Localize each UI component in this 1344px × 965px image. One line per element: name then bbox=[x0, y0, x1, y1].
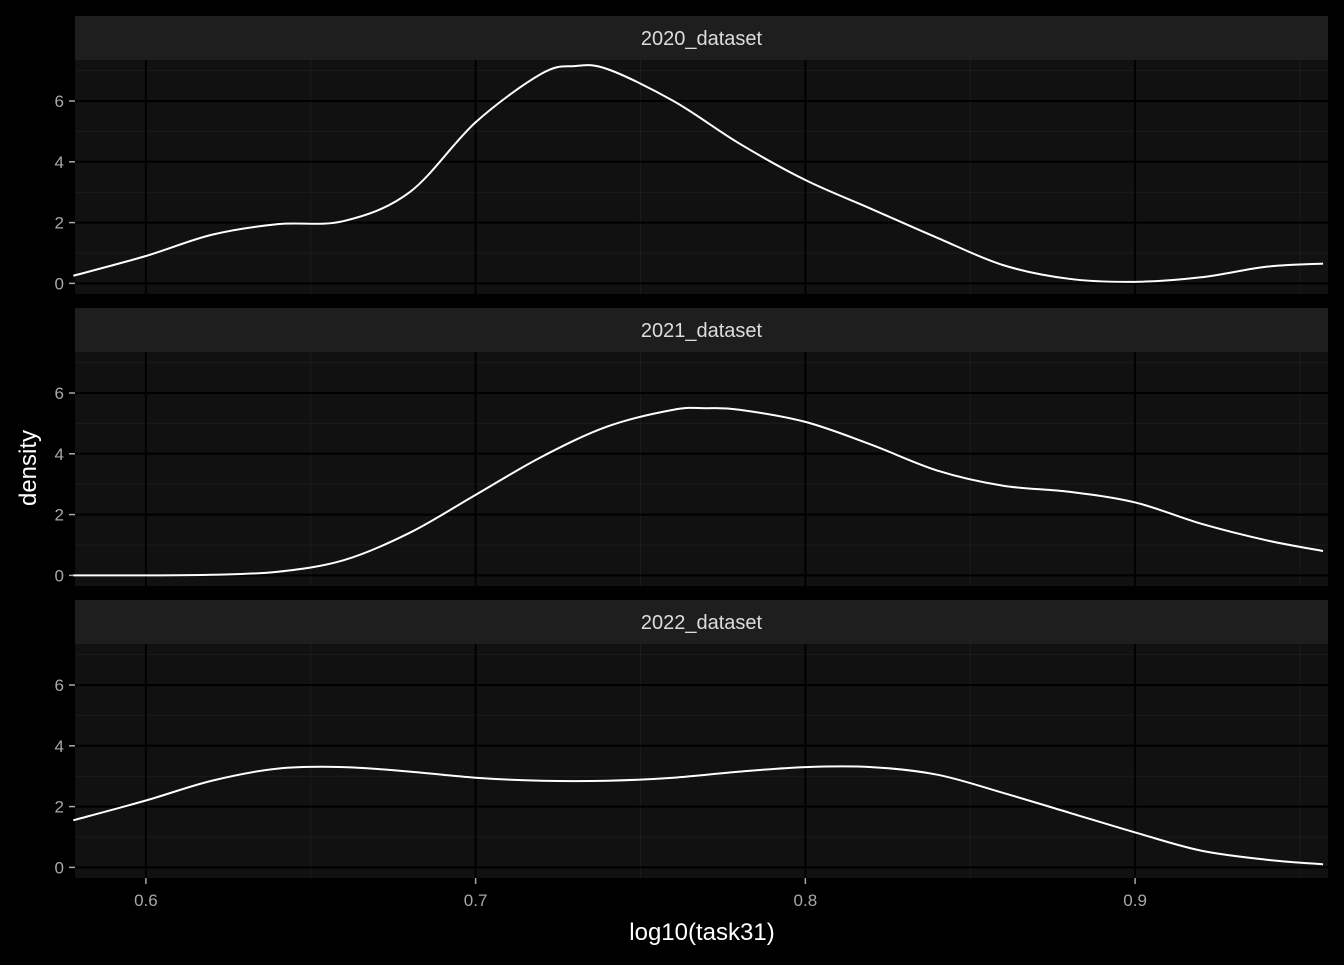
density-line-2020_dataset bbox=[73, 64, 1324, 283]
panel-background bbox=[75, 644, 1328, 878]
y-tick-label: 4 bbox=[55, 445, 64, 464]
facet-strip bbox=[75, 308, 1328, 352]
panel-background bbox=[75, 60, 1328, 294]
facet-strip-label: 2020_dataset bbox=[641, 28, 763, 50]
y-tick-label: 2 bbox=[55, 506, 64, 525]
facet-strip bbox=[75, 600, 1328, 644]
facet-panel-2021_dataset: 2021_dataset 0 2 4 6 bbox=[55, 308, 1328, 586]
density-line-2021_dataset bbox=[73, 406, 1324, 577]
panel-background bbox=[75, 352, 1328, 586]
y-tick-label: 4 bbox=[55, 737, 64, 756]
y-tick-label: 2 bbox=[55, 798, 64, 817]
y-tick-label: 0 bbox=[55, 274, 64, 293]
y-tick-label: 2 bbox=[55, 214, 64, 233]
facet-strip-label: 2022_dataset bbox=[641, 612, 763, 634]
panels-layer: 2020_dataset02462021_dataset02462022_dat… bbox=[55, 16, 1328, 910]
facet-strip bbox=[75, 16, 1328, 60]
x-tick-label: 0.8 bbox=[794, 891, 818, 910]
density-line-2022_dataset bbox=[73, 765, 1324, 866]
y-tick-label: 6 bbox=[55, 676, 64, 695]
x-tick-label: 0.6 bbox=[134, 891, 158, 910]
x-axis-title: log10(task31) bbox=[629, 919, 774, 946]
y-axis-title: density bbox=[15, 430, 42, 506]
y-tick-label: 0 bbox=[55, 566, 64, 585]
x-tick-label: 0.9 bbox=[1123, 891, 1147, 910]
facet-strip-label: 2021_dataset bbox=[641, 320, 763, 342]
y-tick-label: 0 bbox=[55, 858, 64, 877]
facet-panel-2020_dataset: 2020_dataset 0 2 4 6 bbox=[55, 16, 1328, 294]
y-tick-label: 4 bbox=[55, 153, 64, 172]
facet-panel-2022_dataset: 2022_dataset 0 2 4 6 0.6 0.7 0.8 0.9 bbox=[55, 600, 1328, 910]
y-tick-label: 6 bbox=[55, 384, 64, 403]
y-tick-label: 6 bbox=[55, 92, 64, 111]
x-tick-label: 0.7 bbox=[464, 891, 488, 910]
